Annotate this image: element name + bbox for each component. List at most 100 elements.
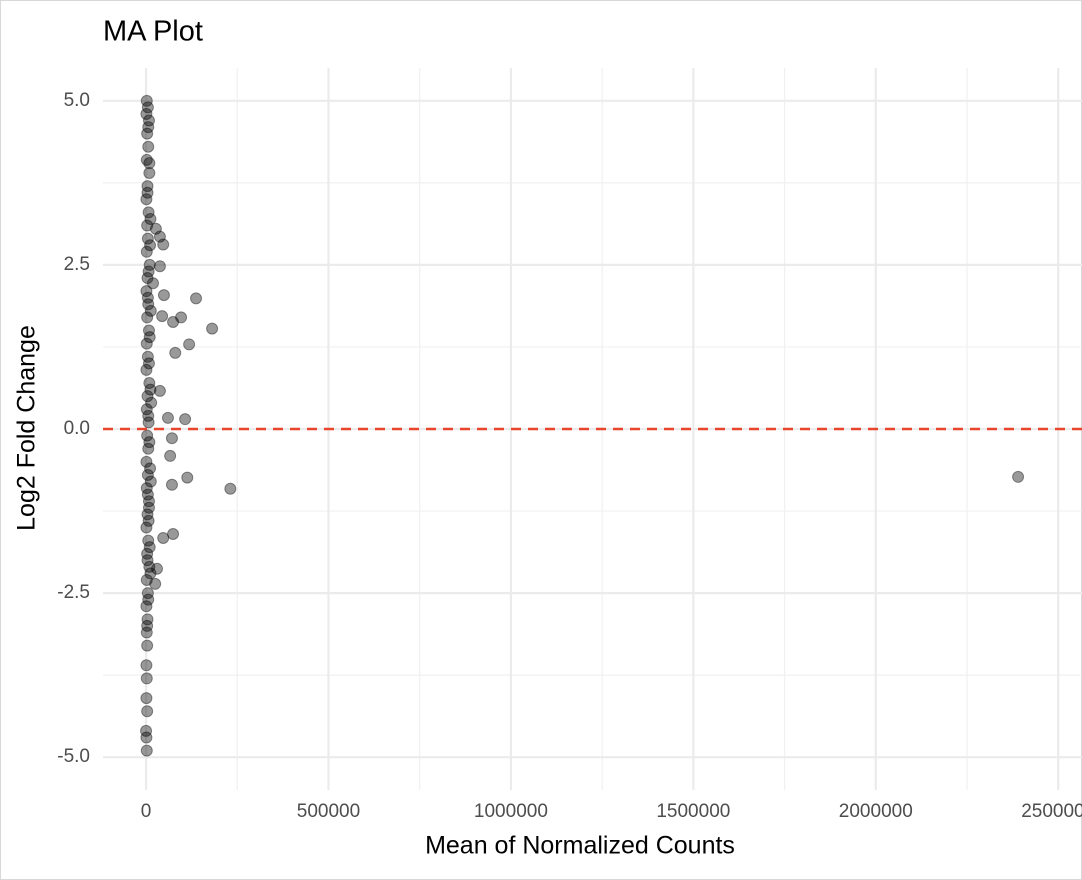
point [157, 289, 170, 302]
point [149, 577, 162, 590]
point [153, 260, 166, 273]
point [140, 731, 153, 744]
point [141, 547, 154, 560]
point [144, 462, 157, 475]
x-tick-label: 500000 [297, 801, 360, 822]
point [144, 304, 157, 317]
point [141, 186, 154, 199]
point [165, 478, 178, 491]
point [140, 245, 153, 258]
point [140, 600, 153, 613]
point [144, 567, 157, 580]
point [165, 432, 178, 445]
point [141, 180, 154, 193]
point [142, 501, 155, 514]
point [141, 468, 154, 481]
point [153, 384, 166, 397]
point [142, 357, 155, 370]
point [144, 212, 157, 225]
point [142, 114, 155, 127]
y-axis-label: Log2 Fold Change [13, 325, 41, 531]
point [164, 449, 177, 462]
point [1012, 470, 1025, 483]
point [143, 541, 156, 554]
y-tick-label: -2.5 [57, 582, 90, 603]
point [142, 324, 155, 337]
point [141, 291, 154, 304]
point [143, 167, 156, 180]
point [142, 593, 155, 606]
point [141, 219, 154, 232]
point [179, 413, 192, 426]
point [146, 277, 159, 290]
point [144, 475, 157, 488]
point [140, 659, 153, 672]
point [143, 560, 156, 573]
point [224, 482, 237, 495]
point [141, 311, 154, 324]
y-tick-label: 0.0 [64, 418, 90, 439]
point [142, 442, 155, 455]
y-tick-label: 5.0 [64, 90, 90, 111]
point [142, 265, 155, 278]
point [140, 626, 153, 639]
point [156, 310, 169, 323]
point [153, 230, 166, 243]
point [140, 692, 153, 705]
point [142, 140, 155, 153]
point [143, 436, 156, 449]
point [175, 311, 188, 324]
point [167, 316, 180, 329]
point [151, 562, 163, 575]
point [140, 724, 153, 737]
point [140, 285, 153, 298]
point [140, 403, 153, 416]
point [141, 554, 154, 567]
point [140, 573, 153, 586]
point [140, 521, 153, 534]
point [141, 232, 154, 245]
y-tick-label: 2.5 [64, 254, 90, 275]
point [142, 416, 155, 429]
point [143, 258, 156, 271]
point [140, 672, 153, 685]
point [144, 239, 157, 252]
point [141, 639, 154, 652]
point [143, 377, 156, 390]
point [149, 222, 162, 235]
point [142, 206, 155, 219]
x-tick-label: 1500000 [656, 801, 730, 822]
point [141, 272, 154, 285]
point [140, 94, 153, 107]
point [141, 508, 154, 521]
point [141, 350, 154, 363]
point [140, 363, 153, 376]
point [141, 101, 154, 114]
point [141, 488, 154, 501]
point [181, 471, 194, 484]
x-tick-label: 1000000 [474, 801, 548, 822]
point [183, 338, 196, 351]
point [142, 298, 155, 311]
point [169, 346, 182, 359]
point [145, 396, 158, 409]
y-tick-label: -5.0 [57, 746, 90, 767]
point [142, 495, 155, 508]
point [142, 409, 155, 422]
point [141, 127, 154, 140]
point [141, 587, 154, 600]
point [140, 193, 153, 206]
point [143, 331, 156, 344]
chart-title: MA Plot [103, 16, 203, 48]
point [142, 514, 155, 527]
point [140, 337, 153, 350]
point [140, 482, 153, 495]
point [142, 121, 155, 134]
point [167, 528, 180, 541]
point [161, 411, 174, 424]
point [141, 613, 154, 626]
point [140, 107, 153, 120]
point [157, 238, 170, 251]
